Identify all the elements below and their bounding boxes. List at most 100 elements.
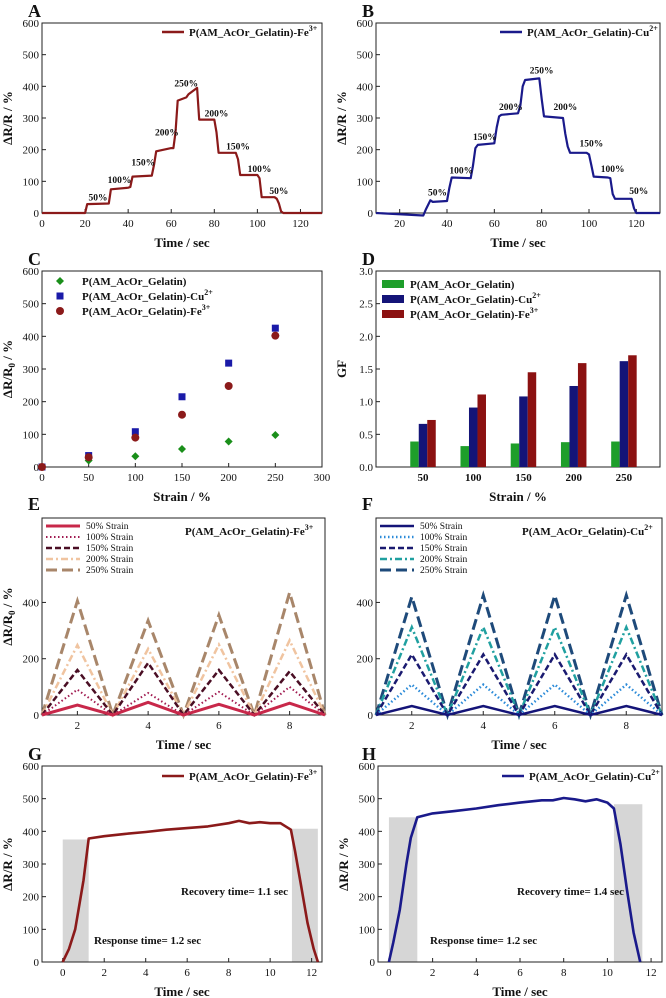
x-axis-label: Strain / % <box>153 489 211 504</box>
bar <box>510 443 520 467</box>
x-tick-label: 8 <box>287 720 293 732</box>
step-annotation: 100% <box>248 165 272 175</box>
x-axis-label: Time / sec <box>156 737 212 752</box>
x-tick-label: 20 <box>394 218 406 230</box>
y-axis-label: ΔR/R0 / % <box>0 587 17 645</box>
x-tick-label: 2 <box>430 967 436 979</box>
legend-label: P(AM_AcOr_Gelatin)-Cu2+ <box>529 768 660 783</box>
y-tick-label: 400 <box>23 826 40 838</box>
y-tick-label: 200 <box>23 397 40 409</box>
y-tick-label: 0 <box>34 957 40 969</box>
step-annotation: 100% <box>108 176 132 186</box>
y-tick-label: 0 <box>368 710 374 722</box>
x-tick-label: 20 <box>80 218 92 230</box>
panel-h-letter: H <box>362 744 376 764</box>
x-tick-label: 4 <box>145 720 151 732</box>
x-tick-label: 250 <box>616 472 633 484</box>
y-tick-label: 2.5 <box>359 299 373 311</box>
step-annotation: 100% <box>601 165 625 175</box>
y-tick-label: 300 <box>357 113 374 125</box>
data-point <box>178 445 186 454</box>
x-tick-label: 100 <box>581 218 598 230</box>
x-tick-label: 4 <box>481 720 487 732</box>
data-point <box>271 331 280 340</box>
bar <box>468 407 478 467</box>
response-time-label: Response time= 1.2 sec <box>430 935 537 947</box>
panel-d-letter: D <box>362 249 375 269</box>
bar <box>460 446 469 467</box>
y-tick-label: 100 <box>23 429 40 441</box>
panel-f-letter: F <box>362 494 373 514</box>
y-tick-label: 0 <box>34 462 40 474</box>
bar <box>628 355 637 467</box>
x-tick-label: 80 <box>536 218 548 230</box>
y-tick-label: 300 <box>23 364 40 376</box>
legend-label: 50% Strain <box>420 522 463 532</box>
y-tick-label: 0 <box>370 957 376 969</box>
x-tick-label: 6 <box>517 967 523 979</box>
data-point <box>38 463 46 471</box>
y-tick-label: 500 <box>23 794 40 806</box>
x-axis-label: Time / sec <box>154 235 210 250</box>
y-tick-label: 400 <box>23 597 40 609</box>
y-tick-label: 500 <box>23 299 40 311</box>
step-annotation: 100% <box>449 166 473 176</box>
x-tick-label: 200 <box>220 472 237 484</box>
panel-d: D 0.0 0.5 1.0 1.5 2.0 2.5 3.0 Strain / % GF 50 100 1… <box>334 249 661 504</box>
legend-label: 250% Strain <box>420 566 467 576</box>
y-tick-label: 500 <box>357 50 374 62</box>
x-tick-label: 60 <box>166 218 178 230</box>
y-tick-label: 0.0 <box>359 462 373 474</box>
legend-label: P(AM_AcOr_Gelatin)-Fe3+ <box>82 303 211 318</box>
y-tick-label: 400 <box>357 81 374 93</box>
y-tick-label: 300 <box>359 859 376 871</box>
recovery-time-label: Recovery time= 1.1 sec <box>181 886 288 898</box>
series-line <box>375 77 660 217</box>
panel-b-frame <box>375 22 661 214</box>
legend-label: P(AM_AcOr_Gelatin) <box>82 276 187 288</box>
x-tick-label: 2 <box>75 720 81 732</box>
legend-label: P(AM_AcOr_Gelatin)-Cu2+ <box>82 288 213 303</box>
panel-a-frame <box>41 22 323 214</box>
panel-label: P(AM_AcOr_Gelatin)-Cu2+ <box>522 523 653 538</box>
x-tick-label: 0 <box>386 967 392 979</box>
y-tick-label: 0 <box>34 710 40 722</box>
x-tick-label: 6 <box>184 967 190 979</box>
bar <box>619 361 629 467</box>
bar <box>410 441 419 467</box>
panel-e-letter: E <box>28 494 40 514</box>
x-tick-label: 6 <box>552 720 558 732</box>
step-annotation: 200% <box>155 128 179 138</box>
bar <box>569 385 578 467</box>
step-annotation: 200% <box>499 103 523 113</box>
step-annotation: 200% <box>553 103 577 113</box>
y-tick-label: 100 <box>359 924 376 936</box>
x-tick-label: 150 <box>515 472 532 484</box>
y-axis-label: ΔR/R / % <box>336 837 351 891</box>
x-tick-label: 10 <box>265 967 277 979</box>
y-tick-label: 200 <box>357 145 374 157</box>
series-line <box>41 660 326 718</box>
x-tick-label: 8 <box>226 967 232 979</box>
y-tick-label: 400 <box>357 597 374 609</box>
bar <box>519 396 528 467</box>
recovery-time-label: Recovery time= 1.4 sec <box>517 886 624 898</box>
legend-label: 100% Strain <box>420 533 467 543</box>
panel-g-letter: G <box>28 744 42 764</box>
y-axis-label: ΔR/R / % <box>0 91 15 145</box>
legend-label: 150% Strain <box>86 544 133 554</box>
x-tick-label: 200 <box>565 472 582 484</box>
y-tick-label: 200 <box>357 654 374 666</box>
legend-swatch <box>382 295 404 303</box>
series-line <box>42 86 322 215</box>
response-time-label: Response time= 1.2 sec <box>94 935 201 947</box>
series-line <box>41 685 326 717</box>
y-tick-label: 100 <box>23 176 40 188</box>
y-tick-label: 2.0 <box>359 331 373 343</box>
legend-label: 200% Strain <box>86 555 133 565</box>
x-tick-label: 80 <box>209 218 221 230</box>
data-point <box>178 393 186 401</box>
y-tick-label: 600 <box>359 761 376 773</box>
data-point <box>271 430 280 439</box>
